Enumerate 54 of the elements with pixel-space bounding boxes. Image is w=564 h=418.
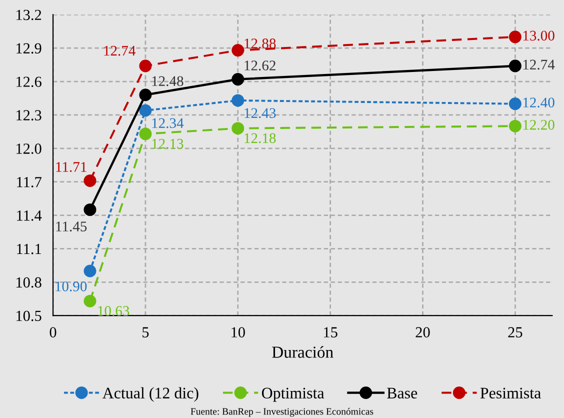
x-axis-title: Duración (272, 346, 334, 358)
y-tick-label: 11.4 (17, 210, 42, 221)
point (508, 98, 522, 110)
point (139, 128, 152, 140)
data-label: 12.74 (104, 46, 136, 56)
y-tick-label: 13.2 (16, 10, 42, 20)
data-label: 12.20 (523, 120, 554, 130)
legend-label: Base (387, 388, 418, 398)
source-note: Fuente: BanRep – Investigaciones Económicas (190, 408, 374, 417)
point (508, 120, 522, 132)
data-label: 12.88 (244, 38, 276, 48)
data-label: 12.48 (152, 76, 184, 86)
point (232, 94, 244, 107)
data-label: 11.71 (56, 162, 86, 172)
x-tick-label: 10 (232, 327, 245, 338)
y-tick-label: 10.8 (16, 277, 42, 288)
point (232, 44, 244, 57)
x-tick-label: 20 (416, 327, 430, 338)
data-label: 12.74 (523, 60, 555, 70)
point (508, 60, 522, 72)
data-label: 10.63 (98, 306, 130, 316)
point (139, 88, 152, 102)
data-label: 12.62 (244, 60, 276, 70)
y-tick-label: 12.3 (16, 110, 42, 120)
data-label: 12.40 (523, 98, 554, 108)
data-label: 11.45 (56, 222, 87, 232)
y-tick-label: 10.5 (16, 310, 42, 322)
x-tick-label: 25 (508, 327, 522, 338)
point (84, 174, 96, 187)
point (139, 104, 152, 117)
data-label: 13.00 (523, 30, 554, 41)
legend-label: Pesimista (480, 388, 541, 398)
data-label: 12.18 (244, 133, 276, 144)
legend-label: Actual (12 dic) (102, 387, 198, 402)
point (508, 30, 522, 44)
y-tick-label: 12.0 (16, 144, 42, 154)
data-label: 10.90 (56, 281, 87, 292)
point (139, 60, 152, 72)
y-tick-label: 11.7 (17, 177, 42, 188)
x-tick-label: 0 (50, 327, 56, 338)
legend-label: Optimista (262, 388, 324, 402)
point (84, 264, 96, 278)
point (84, 294, 96, 308)
point (232, 73, 244, 86)
x-tick-label: 15 (324, 327, 338, 338)
y-tick-label: 12.6 (16, 76, 42, 88)
y-tick-label: 11.1 (17, 244, 41, 254)
point (232, 122, 244, 135)
data-label: 12.34 (152, 118, 184, 128)
x-tick-label: 5 (142, 327, 149, 338)
data-label: 12.13 (152, 138, 184, 149)
y-tick-label: 12.9 (16, 43, 42, 54)
point (84, 203, 96, 216)
data-label: 12.43 (244, 108, 276, 118)
